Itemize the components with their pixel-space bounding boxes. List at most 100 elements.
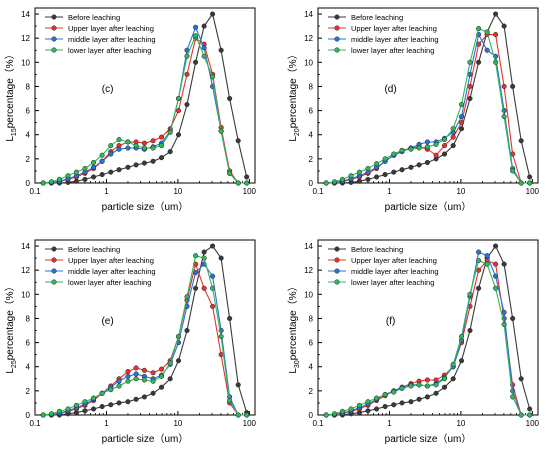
y-tick-label: 12 bbox=[21, 34, 30, 43]
data-point bbox=[227, 315, 233, 321]
data-point bbox=[158, 143, 165, 149]
data-point bbox=[458, 358, 465, 364]
legend-marker bbox=[334, 47, 340, 53]
data-point bbox=[158, 155, 165, 161]
data-point bbox=[374, 161, 380, 167]
y-tick-label: 14 bbox=[21, 242, 30, 251]
data-point bbox=[416, 396, 422, 402]
legend-label: middle layer after leaching bbox=[68, 267, 156, 276]
data-point bbox=[433, 152, 439, 158]
data-point bbox=[416, 145, 422, 151]
data-point bbox=[193, 24, 199, 30]
data-point bbox=[193, 33, 199, 39]
data-point bbox=[125, 378, 131, 384]
data-point bbox=[158, 373, 165, 379]
data-point bbox=[125, 373, 131, 379]
data-point bbox=[467, 59, 473, 65]
data-point bbox=[424, 377, 430, 383]
y-axis-title-main: L bbox=[288, 368, 299, 374]
data-point bbox=[391, 402, 397, 408]
data-point bbox=[235, 180, 241, 186]
x-tick-label: 1 bbox=[387, 419, 392, 428]
data-point bbox=[501, 23, 507, 29]
y-tick-label: 2 bbox=[309, 155, 314, 164]
data-point bbox=[458, 114, 465, 120]
data-point bbox=[125, 369, 131, 375]
data-point bbox=[339, 408, 346, 414]
data-point bbox=[331, 179, 338, 185]
legend-label: lower layer after leaching bbox=[68, 46, 151, 55]
data-point bbox=[484, 47, 490, 53]
y-axis-title-rest: percentage（%） bbox=[4, 281, 16, 360]
legend-marker bbox=[334, 25, 340, 31]
legend-marker bbox=[51, 47, 57, 53]
data-point bbox=[450, 126, 456, 132]
data-point bbox=[116, 137, 122, 143]
data-point bbox=[518, 412, 524, 418]
data-point bbox=[218, 255, 224, 261]
legend-label: lower layer after leaching bbox=[351, 46, 434, 55]
data-point bbox=[91, 159, 97, 166]
data-point bbox=[210, 285, 216, 291]
data-point bbox=[493, 11, 499, 17]
data-point bbox=[158, 366, 165, 372]
data-point bbox=[493, 285, 499, 291]
data-point bbox=[141, 160, 147, 166]
data-point bbox=[527, 180, 533, 186]
plot-frame bbox=[317, 7, 539, 184]
data-point bbox=[476, 257, 482, 264]
data-point bbox=[510, 168, 516, 174]
y-tick-label: 12 bbox=[304, 266, 313, 275]
y-tick-label: 0 bbox=[309, 411, 314, 420]
data-point bbox=[476, 25, 482, 32]
data-point bbox=[167, 376, 173, 382]
data-point bbox=[244, 412, 250, 418]
data-point bbox=[424, 159, 430, 166]
data-point bbox=[133, 365, 139, 371]
data-point bbox=[356, 169, 362, 175]
legend-label: Upper layer after leaching bbox=[351, 256, 437, 265]
y-tick-label: 6 bbox=[309, 107, 314, 116]
data-point bbox=[365, 399, 371, 405]
data-point bbox=[382, 156, 388, 162]
data-point bbox=[382, 391, 388, 398]
y-axis-title-main: L bbox=[5, 368, 16, 374]
data-point bbox=[348, 406, 354, 412]
legend-marker bbox=[51, 14, 57, 20]
data-point bbox=[108, 387, 114, 393]
y-tick-label: 8 bbox=[26, 82, 31, 91]
data-point bbox=[501, 261, 507, 267]
data-point bbox=[91, 164, 97, 170]
y-tick-label: 2 bbox=[309, 387, 314, 396]
legend-marker bbox=[334, 257, 340, 263]
data-point bbox=[450, 376, 456, 382]
data-point bbox=[441, 376, 448, 382]
y-tick-label: 12 bbox=[21, 266, 30, 275]
data-point bbox=[40, 180, 46, 186]
data-point bbox=[56, 408, 63, 414]
data-point bbox=[210, 303, 216, 309]
data-point bbox=[227, 397, 233, 404]
data-point bbox=[82, 165, 88, 172]
data-point bbox=[493, 273, 499, 279]
y-axis-title: L30percentage（%） bbox=[287, 281, 301, 373]
y-axis-title-rest: percentage（%） bbox=[287, 49, 299, 128]
series-line-2 bbox=[326, 251, 530, 416]
y-axis-title-rest: percentage（%） bbox=[287, 281, 299, 360]
chart-panel-1: 0.1 1 10 100 0 2 4 6 8 10 12 14 particle size（um） L20… bbox=[287, 7, 540, 213]
x-tick-label: 10 bbox=[173, 419, 182, 428]
legend-marker bbox=[51, 246, 57, 252]
data-point bbox=[235, 412, 241, 418]
y-tick-label: 8 bbox=[26, 314, 31, 323]
y-tick-label: 2 bbox=[26, 155, 31, 164]
data-point bbox=[116, 378, 122, 384]
data-point bbox=[210, 11, 216, 17]
data-point bbox=[218, 334, 224, 340]
data-point bbox=[408, 146, 414, 152]
data-point bbox=[167, 360, 173, 366]
data-point bbox=[133, 396, 139, 402]
y-tick-label: 10 bbox=[304, 58, 313, 67]
y-tick-label: 6 bbox=[26, 107, 31, 116]
y-tick-label: 0 bbox=[309, 179, 314, 188]
data-point bbox=[125, 399, 131, 405]
